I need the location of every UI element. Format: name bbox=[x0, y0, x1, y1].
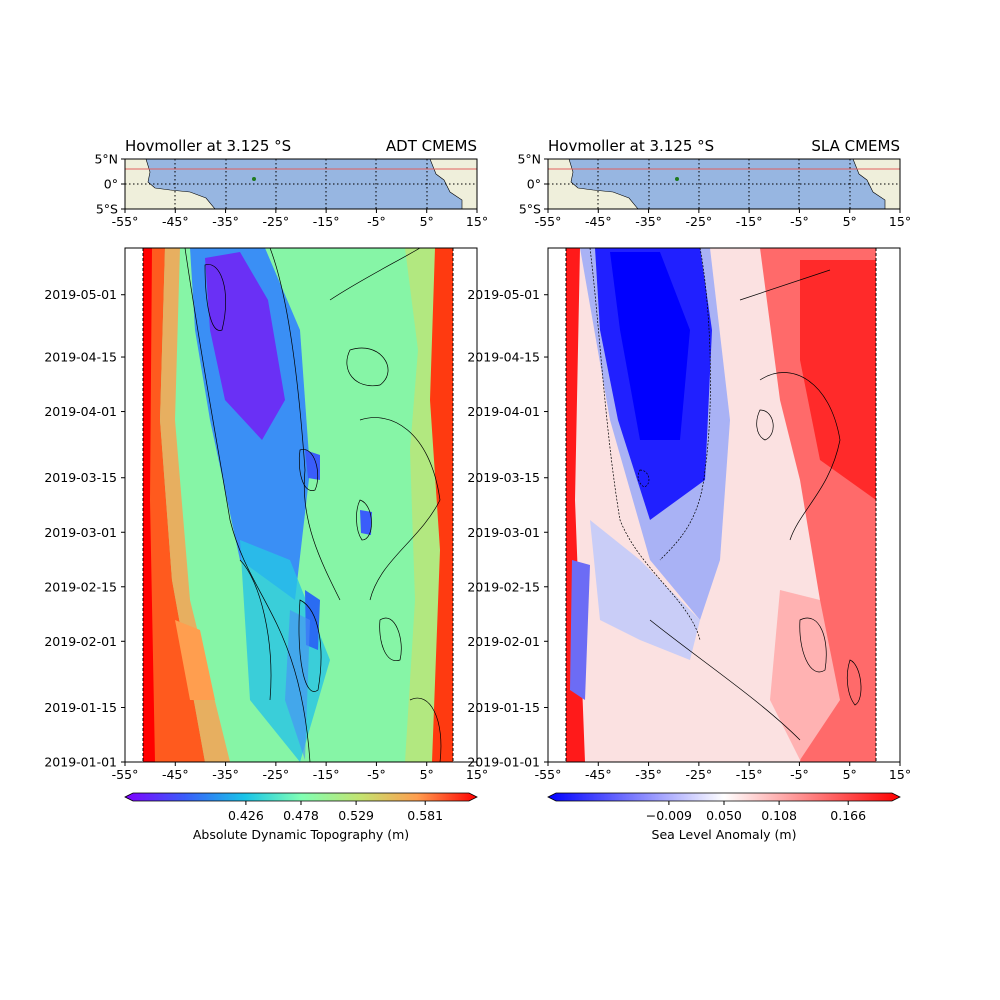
lon-tick-label: -5° bbox=[367, 214, 386, 229]
lon-tick-label: -35° bbox=[212, 214, 239, 229]
lon-tick-label: -5° bbox=[790, 214, 809, 229]
y-tick-label: 2019-03-01 bbox=[44, 525, 117, 540]
x-tick-label: 5° bbox=[420, 767, 434, 782]
lon-tick-label: -15° bbox=[736, 214, 763, 229]
point-marker bbox=[675, 177, 679, 181]
x-tick-label: -15° bbox=[313, 767, 340, 782]
y-tick-label: 2019-01-01 bbox=[467, 755, 540, 770]
lon-tick-label: 15° bbox=[889, 214, 911, 229]
y-tick-label: 2019-02-01 bbox=[467, 634, 540, 649]
y-tick-label: 2019-02-01 bbox=[44, 634, 117, 649]
y-tick-label: 2019-02-15 bbox=[467, 579, 540, 594]
right-axes: -55° -45° -35° -25° -15° -5° 5° 15°2019-01-0120… bbox=[467, 287, 911, 782]
south-america-land bbox=[125, 159, 216, 209]
y-tick-label: 2019-04-01 bbox=[44, 404, 117, 419]
x-tick-label: 5° bbox=[843, 767, 857, 782]
lon-tick-label: -15° bbox=[313, 214, 340, 229]
right-product-label: SLA CMEMS bbox=[811, 137, 900, 155]
y-tick-label: 2019-03-15 bbox=[44, 470, 117, 485]
x-tick-label: -35° bbox=[635, 767, 662, 782]
lon-tick-label: 5° bbox=[843, 214, 857, 229]
lat-tick-label: 5°N bbox=[517, 152, 541, 167]
x-tick-label: -45° bbox=[162, 767, 189, 782]
left-map-axes: -55° -45° -35° -25° -15° -5° 5° 15° 5°N 0° 5°S bbox=[94, 152, 488, 230]
lat-tick-label: 0° bbox=[527, 177, 541, 192]
colorbar-tick-label: −0.009 bbox=[646, 808, 692, 823]
right-heatmap bbox=[548, 248, 900, 762]
colorbar-tick-label: 0.426 bbox=[228, 808, 264, 823]
y-tick-label: 2019-02-15 bbox=[44, 579, 117, 594]
lon-tick-label: -35° bbox=[635, 214, 662, 229]
left-axes: -55° -45° -35° -25° -15° -5° 5° 15° 2019-01-01 20… bbox=[44, 287, 488, 782]
y-tick-label: 2019-05-01 bbox=[467, 287, 540, 302]
lon-tick-label: -55° bbox=[535, 214, 562, 229]
right-colorbar-label: Sea Level Anomaly (m) bbox=[652, 827, 797, 842]
right-colorbar: −0.009 0.050 0.108 0.166 Sea Level Anomaly … bbox=[547, 792, 901, 842]
left-colorbar: 0.426 0.478 0.529 0.581 Absolute Dynamic To… bbox=[124, 792, 478, 842]
lon-tick-label: 15° bbox=[466, 214, 488, 229]
lon-tick-label: -25° bbox=[263, 214, 290, 229]
y-tick-label: 2019-03-15 bbox=[467, 470, 540, 485]
colorbar-tick-label: 0.166 bbox=[830, 808, 866, 823]
point-marker bbox=[252, 177, 256, 181]
lat-tick-label: 5°S bbox=[519, 202, 541, 217]
x-tick-label: -25° bbox=[263, 767, 290, 782]
lon-tick-label: -45° bbox=[585, 214, 612, 229]
left-title: Hovmoller at 3.125 °S bbox=[125, 137, 291, 155]
left-heatmap bbox=[125, 248, 477, 762]
y-tick-label: 2019-01-15 bbox=[467, 700, 540, 715]
left-map-inset bbox=[125, 159, 477, 209]
colorbar-tick-label: 0.529 bbox=[338, 808, 374, 823]
lat-tick-label: 5°N bbox=[94, 152, 118, 167]
south-america-land bbox=[548, 159, 639, 209]
lat-tick-label: 5°S bbox=[96, 202, 118, 217]
colorbar-tick-label: 0.108 bbox=[761, 808, 797, 823]
x-tick-label: -55° bbox=[112, 767, 139, 782]
y-tick-label: 2019-04-15 bbox=[467, 350, 540, 365]
x-tick-label: -55° bbox=[535, 767, 562, 782]
x-tick-label: 15° bbox=[889, 767, 911, 782]
lon-tick-label: -45° bbox=[162, 214, 189, 229]
lon-tick-label: -55° bbox=[112, 214, 139, 229]
colorbar-tick-label: 0.581 bbox=[407, 808, 443, 823]
lat-tick-label: 0° bbox=[104, 177, 118, 192]
x-tick-label: -45° bbox=[585, 767, 612, 782]
left-colorbar-label: Absolute Dynamic Topography (m) bbox=[193, 827, 409, 842]
lon-tick-label: -25° bbox=[686, 214, 713, 229]
x-tick-label: -15° bbox=[736, 767, 763, 782]
y-tick-label: 2019-01-15 bbox=[44, 700, 117, 715]
right-map-axes: -55° -45° -35° -25° -15° -5° 5° 15° 5°N 0° 5°S bbox=[517, 152, 911, 230]
y-tick-label: 2019-04-01 bbox=[467, 404, 540, 419]
x-tick-label: -5° bbox=[367, 767, 386, 782]
right-panel: Hovmoller at 3.125 °S SLA CMEMS -55° -45°… bbox=[467, 137, 911, 842]
colorbar-tick-label: 0.050 bbox=[706, 808, 742, 823]
lon-tick-label: 5° bbox=[420, 214, 434, 229]
left-panel: Hovmoller at 3.125 °S ADT CMEMS -55° -45°… bbox=[44, 137, 488, 842]
y-tick-label: 2019-04-15 bbox=[44, 350, 117, 365]
colorbar-tick-label: 0.478 bbox=[283, 808, 319, 823]
left-product-label: ADT CMEMS bbox=[386, 137, 477, 155]
x-tick-label: -5° bbox=[790, 767, 809, 782]
y-tick-label: 2019-01-01 bbox=[44, 755, 117, 770]
x-tick-label: 15° bbox=[466, 767, 488, 782]
x-tick-label: -35° bbox=[212, 767, 239, 782]
right-map-inset bbox=[548, 159, 900, 209]
y-tick-label: 2019-03-01 bbox=[467, 525, 540, 540]
x-tick-label: -25° bbox=[686, 767, 713, 782]
right-title: Hovmoller at 3.125 °S bbox=[548, 137, 714, 155]
y-tick-label: 2019-05-01 bbox=[44, 287, 117, 302]
